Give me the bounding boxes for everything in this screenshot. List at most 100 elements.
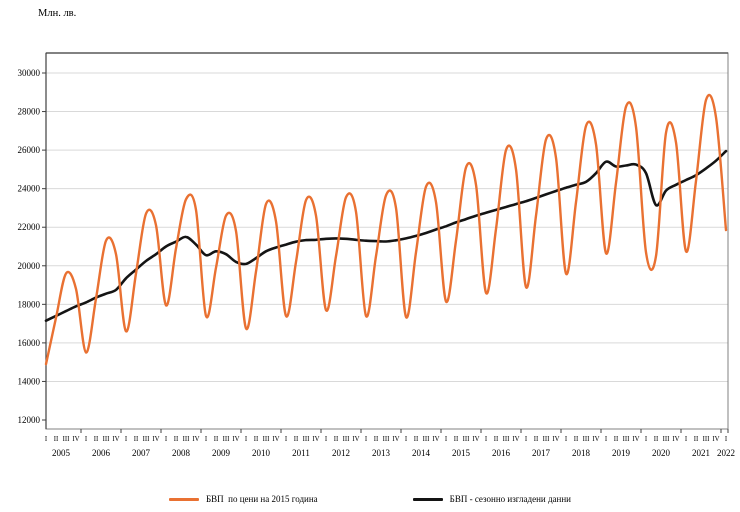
x-quarter-label: I <box>245 436 248 443</box>
y-axis-unit-label: Млн. лв. <box>38 8 77 19</box>
x-quarter-label: IV <box>512 436 519 443</box>
x-quarter-label: I <box>85 436 88 443</box>
x-quarter-label: IV <box>72 436 79 443</box>
y-gridlines <box>46 72 728 382</box>
y-tick-label: 30000 <box>18 68 41 78</box>
x-quarter-label: III <box>703 436 711 443</box>
x-quarter-label: IV <box>632 436 639 443</box>
x-quarter-label: IV <box>152 436 159 443</box>
x-quarter-label: III <box>503 436 511 443</box>
y-tick-label: 26000 <box>18 145 41 155</box>
x-quarter-label: IV <box>232 436 239 443</box>
x-quarter-label: III <box>343 436 351 443</box>
x-year-label: 2011 <box>292 448 310 458</box>
x-quarter-label: II <box>534 436 539 443</box>
x-quarter-label: I <box>365 436 368 443</box>
x-year-label: 2005 <box>52 448 71 458</box>
x-quarter-label: II <box>174 436 179 443</box>
x-quarter-label: II <box>694 436 699 443</box>
x-year-label: 2014 <box>412 448 431 458</box>
x-year-label: 2009 <box>212 448 231 458</box>
x-quarter-label: II <box>54 436 59 443</box>
x-quarter-label: II <box>94 436 99 443</box>
x-year-label: 2017 <box>532 448 551 458</box>
x-quarter-label: I <box>125 436 128 443</box>
x-quarter-label: IV <box>432 436 439 443</box>
x-year-label: 2006 <box>92 448 111 458</box>
x-quarter-label: III <box>303 436 311 443</box>
x-quarter-label: I <box>485 436 488 443</box>
x-year-label: 2012 <box>332 448 350 458</box>
chart-legend: БВП по цени на 2015 година БВП - сезонно… <box>0 494 740 504</box>
x-quarter-label: II <box>294 436 299 443</box>
y-tick-label: 24000 <box>18 184 41 194</box>
x-quarter-label: I <box>325 436 328 443</box>
x-quarter-label: IV <box>392 436 399 443</box>
x-quarter-label: I <box>45 436 48 443</box>
x-quarter-label: II <box>454 436 459 443</box>
y-tick-label: 22000 <box>18 222 41 232</box>
x-quarter-label: II <box>494 436 499 443</box>
x-quarter-label: III <box>463 436 471 443</box>
x-quarter-label: IV <box>112 436 119 443</box>
x-quarter-label: III <box>663 436 671 443</box>
x-quarter-label: IV <box>192 436 199 443</box>
x-year-label: 2022 <box>717 448 735 458</box>
x-quarter-label: I <box>165 436 168 443</box>
x-quarter-label: II <box>574 436 579 443</box>
x-quarter-label: I <box>645 436 648 443</box>
x-quarter-label: III <box>103 436 111 443</box>
y-tick-label: 14000 <box>18 376 41 386</box>
x-quarter-label: IV <box>472 436 479 443</box>
y-tick-label: 18000 <box>18 299 41 309</box>
x-quarter-label: II <box>214 436 219 443</box>
legend-label-gdp: БВП по цени на 2015 година <box>206 494 318 504</box>
x-quarter-label: III <box>423 436 431 443</box>
x-axis: I II III IV I II III IV I II III IV I II III IV I II III IV… <box>45 429 735 458</box>
x-quarter-label: III <box>63 436 71 443</box>
x-quarter-label: III <box>183 436 191 443</box>
y-tick-label: 20000 <box>18 261 41 271</box>
x-quarter-label: II <box>254 436 259 443</box>
x-quarter-label: II <box>414 436 419 443</box>
x-year-label: 2020 <box>652 448 671 458</box>
x-quarter-label: I <box>605 436 608 443</box>
x-quarter-label: III <box>543 436 551 443</box>
x-year-label: 2010 <box>252 448 271 458</box>
x-quarter-label: IV <box>352 436 359 443</box>
x-quarter-label: I <box>685 436 688 443</box>
x-quarter-label: IV <box>312 436 319 443</box>
series-line-gdp <box>44 93 728 366</box>
x-quarter-label: I <box>725 436 728 443</box>
x-quarter-label: II <box>654 436 659 443</box>
x-quarter-label: I <box>525 436 528 443</box>
x-quarter-label: IV <box>272 436 279 443</box>
legend-label-gdp-sa: БВП - сезонно изгладени данни <box>449 494 571 504</box>
x-year-label: 2019 <box>612 448 631 458</box>
x-year-label: 2013 <box>372 448 391 458</box>
x-quarter-label: IV <box>592 436 599 443</box>
x-quarter-label: III <box>223 436 231 443</box>
x-quarter-label: IV <box>672 436 679 443</box>
x-year-label: 2007 <box>132 448 151 458</box>
x-quarter-label: I <box>565 436 568 443</box>
legend-item-gdp-sa: БВП - сезонно изгладени данни <box>412 494 571 504</box>
x-quarter-label: III <box>263 436 271 443</box>
y-tick-label: 16000 <box>18 338 41 348</box>
x-year-label: 2015 <box>452 448 471 458</box>
x-quarter-label: II <box>134 436 139 443</box>
legend-line-sample-orange <box>169 497 199 501</box>
x-quarter-label: II <box>614 436 619 443</box>
x-quarter-label: I <box>445 436 448 443</box>
x-year-label: 2016 <box>492 448 511 458</box>
x-year-label: 2021 <box>692 448 710 458</box>
y-axis: 12000 14000 16000 18000 20000 22000 24000 26000… <box>18 53 47 429</box>
x-quarter-label: I <box>405 436 408 443</box>
y-tick-label: 12000 <box>18 415 41 425</box>
y-tick-label: 28000 <box>18 107 41 117</box>
series-line-gdp-sa <box>44 149 728 322</box>
x-quarter-label: III <box>143 436 151 443</box>
legend-item-gdp: БВП по цени на 2015 година <box>169 494 318 504</box>
